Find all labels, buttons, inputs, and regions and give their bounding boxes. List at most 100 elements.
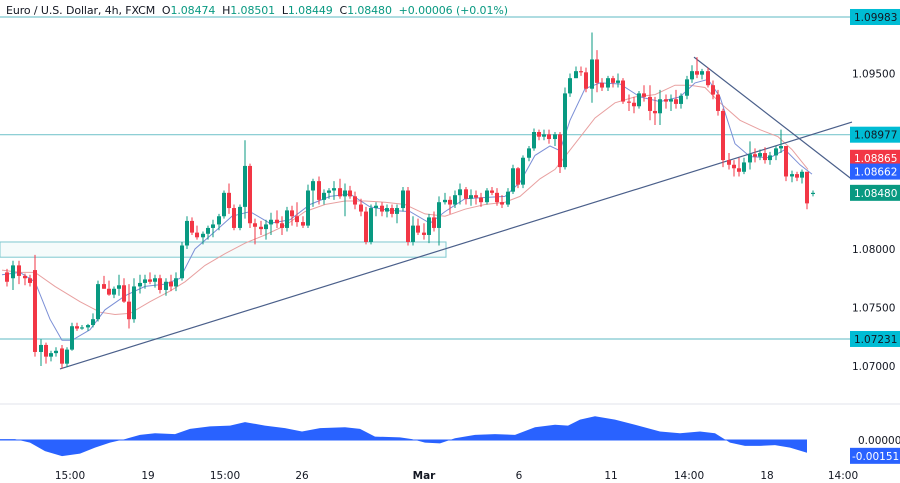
candle-body xyxy=(395,208,399,214)
candle-body xyxy=(222,192,226,217)
price-label: 1.08000 xyxy=(852,244,895,256)
symbol-title: Euro / U.S. Dollar, 4h, FXCM xyxy=(6,4,156,17)
time-label: 26 xyxy=(295,470,309,482)
candle-body xyxy=(768,155,772,161)
candle-body xyxy=(427,217,431,235)
candle-body xyxy=(380,205,384,212)
candle-body xyxy=(269,219,273,225)
candle-body xyxy=(532,132,536,149)
candle-body xyxy=(185,220,189,246)
time-label: 15:00 xyxy=(210,470,240,482)
high-label: H xyxy=(222,4,231,17)
zone-rect xyxy=(0,241,447,258)
candle-body xyxy=(674,99,678,104)
close-label: C xyxy=(339,4,348,17)
candle-body xyxy=(80,327,84,329)
candle-body xyxy=(474,195,478,198)
candle-body xyxy=(54,350,58,354)
candle-body xyxy=(75,326,79,329)
trendline[interactable] xyxy=(693,56,853,180)
time-label: 11 xyxy=(604,470,617,482)
oscillator-tag xyxy=(850,447,900,464)
candle-body xyxy=(406,190,410,242)
price-tag-text: 1.09983 xyxy=(854,12,897,24)
candle-body xyxy=(679,95,683,104)
trendlines[interactable] xyxy=(59,56,853,370)
candle-body xyxy=(811,192,815,195)
candle-body xyxy=(485,190,489,203)
time-label: 6 xyxy=(516,470,523,482)
candle-body xyxy=(784,146,788,177)
candle-body xyxy=(348,190,352,197)
price-tag-text: 1.08865 xyxy=(854,153,897,165)
candle-body xyxy=(259,226,263,230)
candle-body xyxy=(227,192,231,209)
candle-body xyxy=(301,222,305,226)
time-axis[interactable]: 15:00 19 15:00 26 Mar 6 11 14:00 18 14:00 xyxy=(55,470,858,482)
candle-body xyxy=(706,71,710,86)
candle-body xyxy=(437,202,441,228)
candle-body xyxy=(590,59,594,89)
candle-body xyxy=(490,190,494,193)
candle-body xyxy=(627,101,631,103)
trendline[interactable] xyxy=(59,121,853,370)
candle-body xyxy=(727,160,731,165)
candle-body xyxy=(637,93,641,107)
candle-body xyxy=(422,232,426,235)
candle-body xyxy=(369,208,373,242)
candle-body xyxy=(453,195,457,205)
candle-body xyxy=(238,206,242,228)
price-tag-text: 1.08977 xyxy=(854,130,897,142)
candle-body xyxy=(542,134,546,137)
candle-body xyxy=(112,288,116,295)
candle-body xyxy=(206,227,210,234)
candle-body xyxy=(232,208,236,228)
candle-body xyxy=(506,191,510,205)
candle-body xyxy=(138,282,142,287)
candle-body xyxy=(5,272,9,282)
candle-body xyxy=(732,164,736,169)
candle-body xyxy=(211,224,215,228)
candle-body xyxy=(584,72,588,89)
candle-body xyxy=(122,285,126,302)
candle-body xyxy=(248,165,252,224)
candle-body xyxy=(568,78,572,94)
candle-body xyxy=(479,197,483,203)
candle-body xyxy=(390,208,394,214)
candle-body xyxy=(795,174,799,178)
candle-body xyxy=(338,188,342,197)
candle-body xyxy=(201,233,205,238)
candle-body xyxy=(153,278,157,282)
price-tag xyxy=(850,8,900,25)
candle-body xyxy=(143,279,147,283)
candle-body xyxy=(516,168,520,185)
price-axis[interactable]: 1.09500 1.08000 1.07500 1.07000 1.09983 1.089… xyxy=(850,8,900,464)
candle-body xyxy=(327,190,331,193)
price-tag-text: 1.07231 xyxy=(854,334,897,346)
candle-body xyxy=(716,94,720,111)
time-label: Mar xyxy=(413,470,437,482)
candle-body xyxy=(401,190,405,209)
symbol-legend: Euro / U.S. Dollar, 4h, FXCM O1.08474 H1… xyxy=(6,4,508,17)
candle-body xyxy=(511,168,515,192)
candle-body xyxy=(742,162,746,172)
candle-body xyxy=(332,188,336,191)
close-value: 1.08480 xyxy=(347,4,392,17)
candle-body xyxy=(558,134,562,168)
candle-body xyxy=(464,189,468,199)
candle-body xyxy=(664,99,668,102)
candle-body xyxy=(753,154,757,157)
candle-body xyxy=(385,208,389,212)
price-tag xyxy=(850,330,900,347)
candle-body xyxy=(23,275,27,279)
candle-body xyxy=(500,202,504,205)
candle-body xyxy=(495,192,499,203)
consolidation-zone xyxy=(0,241,447,258)
candle-body xyxy=(521,157,525,185)
candle-body xyxy=(311,181,315,191)
candle-body xyxy=(343,190,347,197)
candle-body xyxy=(96,284,100,320)
high-value: 1.08501 xyxy=(230,4,276,17)
candle-body xyxy=(295,216,299,223)
